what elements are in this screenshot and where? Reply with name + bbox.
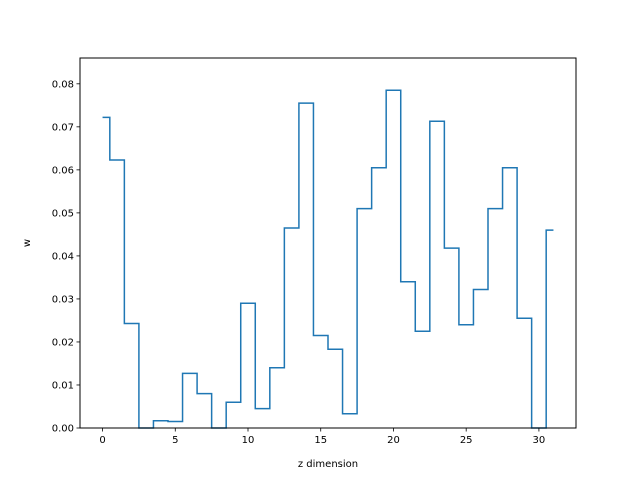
x-tick-label: 20 xyxy=(387,435,400,446)
x-tick-label: 30 xyxy=(533,435,546,446)
y-tick-label: 0.07 xyxy=(52,122,74,133)
y-tick-label: 0.08 xyxy=(52,79,74,90)
x-axis-label: z dimension xyxy=(298,459,358,470)
x-tick-label: 5 xyxy=(172,435,178,446)
y-tick-label: 0.00 xyxy=(52,424,74,435)
y-tick-label: 0.04 xyxy=(52,251,74,262)
x-tick-label: 0 xyxy=(99,435,105,446)
x-tick-label: 15 xyxy=(314,435,327,446)
y-axis-label: w xyxy=(22,239,33,247)
y-tick-label: 0.05 xyxy=(52,208,74,219)
y-tick-label: 0.01 xyxy=(52,380,74,391)
x-tick-label: 25 xyxy=(460,435,473,446)
y-tick-label: 0.02 xyxy=(52,337,74,348)
axes-frame xyxy=(79,57,577,429)
y-tick-label: 0.06 xyxy=(52,165,74,176)
y-tick-label: 0.03 xyxy=(52,294,74,305)
x-tick-label: 10 xyxy=(242,435,255,446)
axis-ticks: 0 5 10 15 20 25 30 0.00 0.01 0.02 0.03 0.04 0.05 0.06… xyxy=(52,79,546,446)
plot-area xyxy=(102,89,554,429)
series-line xyxy=(102,89,554,429)
